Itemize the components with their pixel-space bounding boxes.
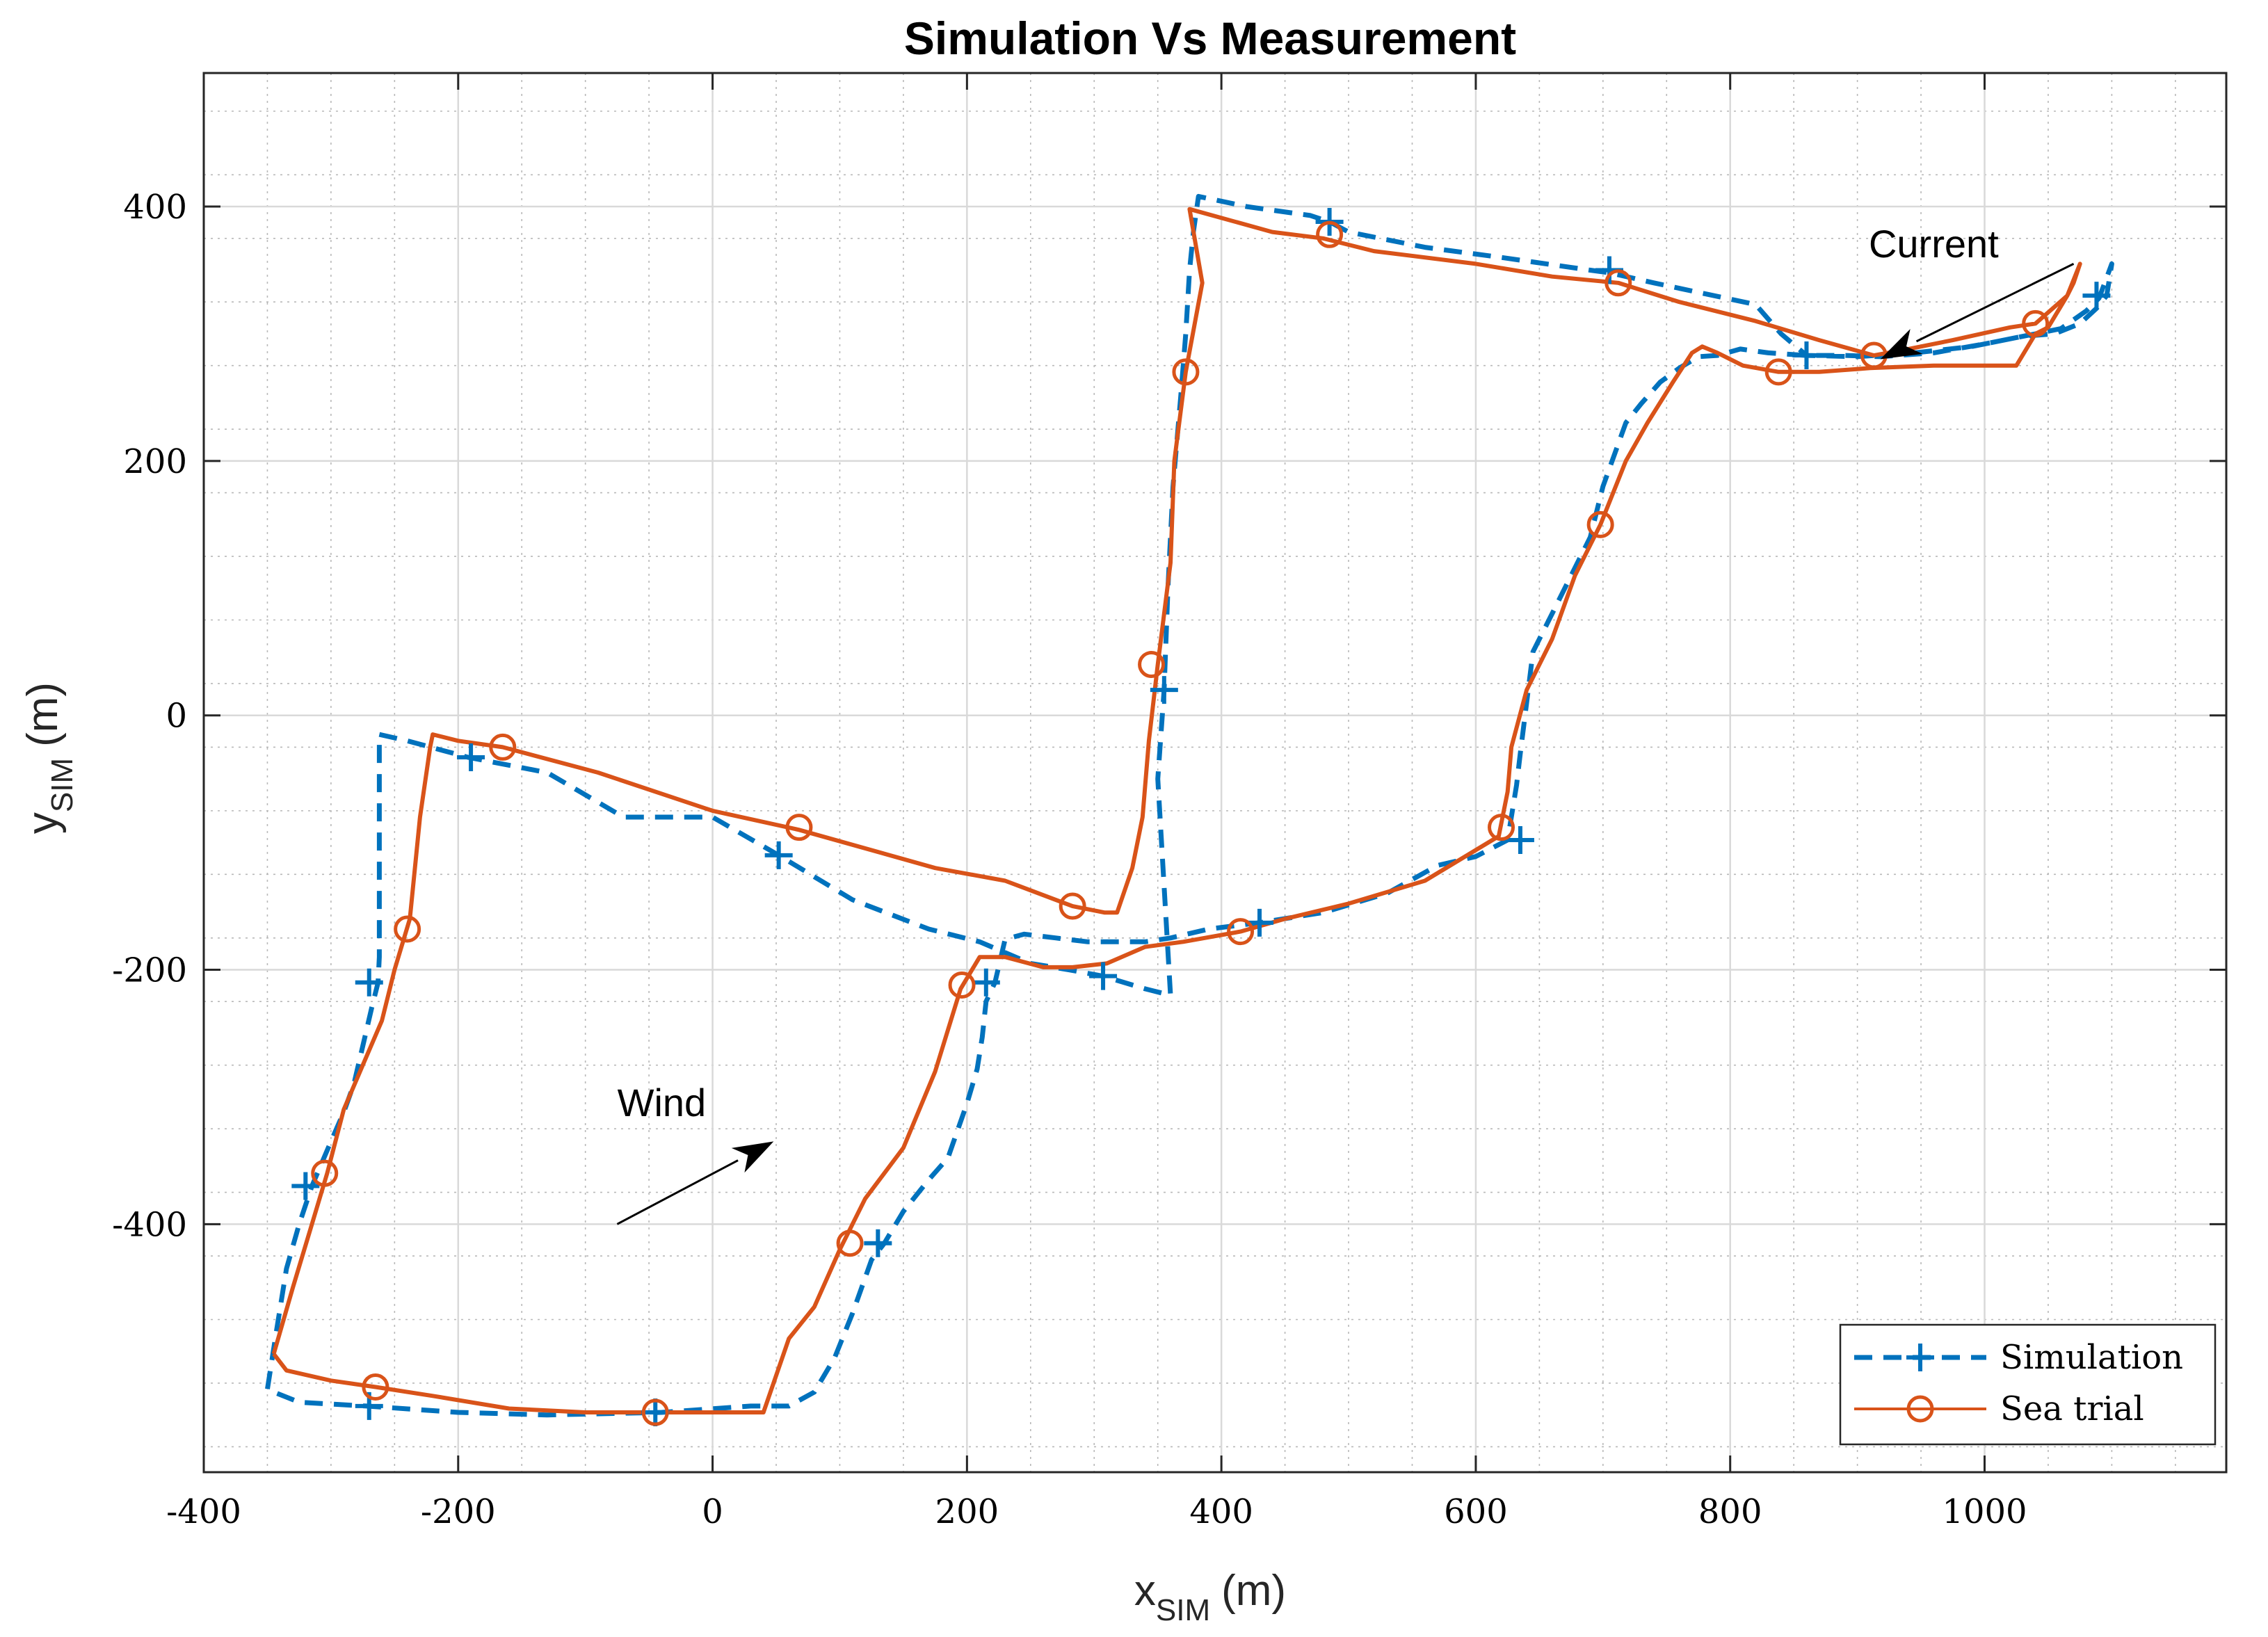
y-tick-label: -400 xyxy=(112,1205,187,1244)
simulation-marker xyxy=(457,743,485,772)
plot-area xyxy=(204,73,2226,1472)
wind-label: Wind xyxy=(618,1081,707,1124)
x-axis-label-main: x xyxy=(1134,1567,1156,1615)
y-axis-label-sub: SIM xyxy=(45,758,79,812)
legend-sea-trial-label: Sea trial xyxy=(2000,1389,2144,1428)
y-tick-label: 400 xyxy=(123,188,187,227)
x-tick-label: -400 xyxy=(166,1492,241,1531)
sea-trial-marker xyxy=(1138,651,1166,679)
annotations: Current Wind xyxy=(616,222,2075,1225)
major-grid xyxy=(204,73,2226,1472)
sea-trial-marker xyxy=(2022,309,2050,337)
wind-arrow-head xyxy=(731,1141,774,1173)
sea-trial-line xyxy=(271,207,2082,1414)
sea-trial-marker xyxy=(641,1398,669,1426)
sea-trial-marker xyxy=(394,915,421,943)
legend-simulation-marker xyxy=(1906,1344,1934,1371)
sea-trial-marker xyxy=(1227,918,1255,946)
simulation-marker xyxy=(641,1398,670,1427)
sea-trial-marker xyxy=(1059,892,1086,920)
y-axis-label-unit: (m) xyxy=(19,682,67,747)
tick-marks xyxy=(202,73,2226,1472)
sea-trial-marker xyxy=(948,971,976,999)
x-axis-label: xSIM (m) xyxy=(1134,1567,1286,1627)
legend-box xyxy=(1839,1323,2217,1446)
y-tick-labels: -400 -200 0 200 400 xyxy=(112,188,187,1244)
sea-trial-marker xyxy=(1488,814,1515,841)
simulation-marker xyxy=(291,1172,320,1200)
x-tick-label: 400 xyxy=(1189,1492,1253,1531)
y-tick-label: 200 xyxy=(123,442,187,481)
legend: Simulation Sea trial xyxy=(1839,1323,2217,1446)
x-tick-label: 1000 xyxy=(1942,1492,2027,1531)
simulation-marker xyxy=(1792,341,1821,370)
sea-trial-marker xyxy=(362,1373,389,1401)
chart-title: Simulation Vs Measurement xyxy=(904,13,1516,64)
legend-simulation-label: Simulation xyxy=(2000,1338,2183,1377)
x-tick-label: 600 xyxy=(1444,1492,1508,1531)
legend-sea-trial-marker xyxy=(1906,1395,1934,1423)
y-tick-label: -200 xyxy=(112,951,187,990)
x-tick-label: 0 xyxy=(702,1492,723,1531)
sea-trial-marker xyxy=(311,1159,339,1187)
current-arrow-head xyxy=(1880,328,1923,360)
sea-trial-marker xyxy=(1316,220,1344,248)
simulation-marker xyxy=(355,968,383,997)
simulation-marker xyxy=(1506,825,1534,854)
x-tick-label: 200 xyxy=(935,1492,999,1531)
wind-arrow-shaft xyxy=(616,1159,739,1225)
current-arrow-shaft xyxy=(1915,263,2075,343)
axes-box xyxy=(202,72,2228,1474)
sea-trial-marker xyxy=(785,814,813,841)
y-axis-label: ySIM (m) xyxy=(19,682,79,834)
simulation-markers xyxy=(291,208,2111,1427)
x-tick-label: -200 xyxy=(421,1492,496,1531)
y-tick-label: 0 xyxy=(166,697,187,736)
sea-trial-marker xyxy=(1586,510,1614,538)
sea-trial-marker xyxy=(1764,358,1792,386)
simulation-marker xyxy=(1150,676,1178,704)
sea-trial-marker xyxy=(1172,358,1200,386)
y-axis-label-main: y xyxy=(19,812,67,834)
simulation-marker xyxy=(864,1229,892,1257)
x-tick-label: 800 xyxy=(1698,1492,1762,1531)
x-axis-label-unit: (m) xyxy=(1221,1567,1286,1615)
sea-trial-marker xyxy=(489,733,517,761)
simulation-marker xyxy=(972,968,1000,997)
simulation-marker xyxy=(764,841,793,869)
simulation-marker xyxy=(1089,962,1118,990)
x-tick-labels: -400 -200 0 200 400 600 800 1000 xyxy=(166,1492,2027,1531)
sea-trial-marker xyxy=(1605,269,1632,297)
current-label: Current xyxy=(1869,222,1999,266)
simulation-line xyxy=(264,193,2114,1418)
x-axis-label-sub: SIM xyxy=(1156,1593,1210,1627)
sea-trial-marker xyxy=(836,1229,864,1257)
simulation-marker xyxy=(2082,282,2111,310)
sea-trial-markers xyxy=(311,220,2050,1426)
series-layer xyxy=(264,193,2114,1427)
